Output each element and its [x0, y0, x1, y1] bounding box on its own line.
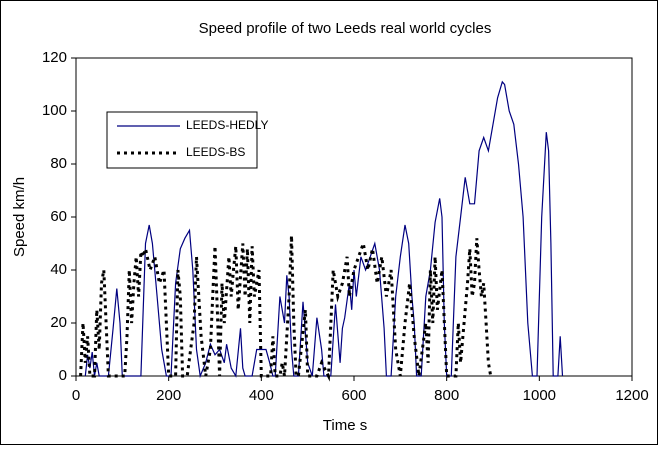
y-tick-label: 20	[50, 314, 67, 331]
legend-label: LEEDS-HEDLY	[186, 118, 268, 132]
x-tick-label: 1200	[615, 387, 648, 404]
legend-label: LEEDS-BS	[186, 145, 245, 159]
x-tick-label: 1000	[523, 387, 556, 404]
x-axis-label: Time s	[323, 417, 367, 434]
series-line	[79, 235, 493, 382]
x-tick-label: 400	[249, 387, 274, 404]
y-tick-label: 60	[50, 208, 67, 225]
chart-title: Speed profile of two Leeds real world cy…	[199, 20, 492, 37]
y-tick-label: 100	[42, 102, 67, 119]
y-tick-label: 120	[42, 49, 67, 66]
y-tick-label: 80	[50, 155, 67, 172]
x-tick-label: 200	[156, 387, 181, 404]
x-tick-label: 0	[72, 387, 80, 404]
y-axis-label: Speed km/h	[11, 177, 28, 257]
plot-area	[75, 57, 633, 377]
legend	[106, 111, 258, 169]
x-tick-label: 800	[434, 387, 459, 404]
x-tick-label: 600	[341, 387, 366, 404]
y-tick-label: 40	[50, 261, 67, 278]
y-tick-label: 0	[59, 367, 67, 384]
